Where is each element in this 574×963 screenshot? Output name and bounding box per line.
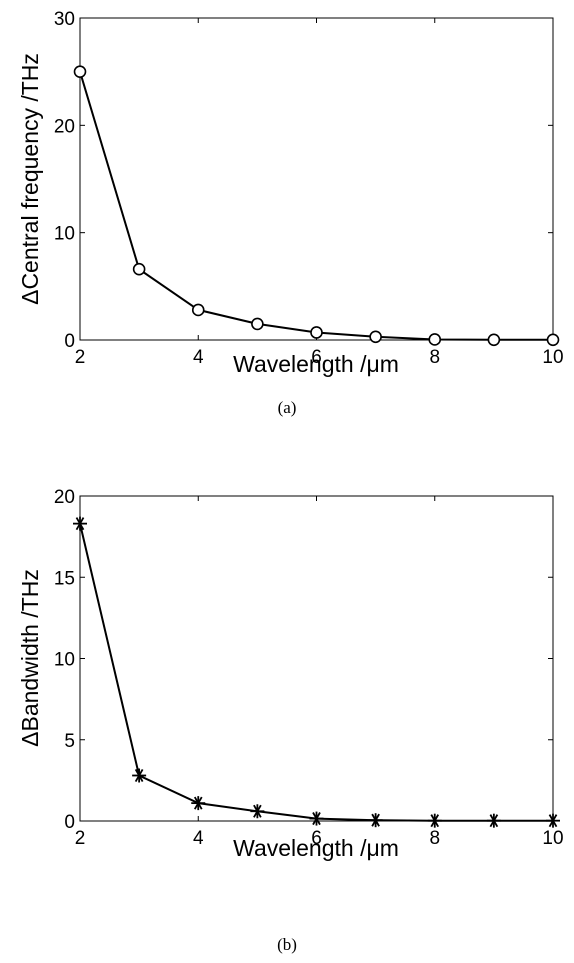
data-point xyxy=(132,768,147,783)
data-point xyxy=(546,333,560,347)
x-tick-label: 4 xyxy=(193,347,204,368)
chart-a: 0 10 20 30 2 4 6 8 10 Wavelength /μm ΔCentral f… xyxy=(17,9,564,417)
x-tick-label: 2 xyxy=(75,347,86,368)
chart-b-y-ticks: 0 5 10 15 20 xyxy=(54,487,553,833)
x-tick-label: 2 xyxy=(75,828,86,849)
y-tick-label: 10 xyxy=(54,650,75,671)
chart-b-caption: (b) xyxy=(277,935,297,954)
chart-b-y-axis-label: ΔBandwidth /THz xyxy=(17,569,43,747)
chart-a-y-axis-label: ΔCentral frequency /THz xyxy=(17,53,43,305)
data-point xyxy=(310,326,323,339)
y-tick-label: 5 xyxy=(64,731,75,752)
data-point xyxy=(191,796,206,811)
y-tick-label: 10 xyxy=(54,224,75,245)
data-point xyxy=(251,317,264,331)
x-tick-label: 6 xyxy=(311,347,322,368)
data-point xyxy=(487,333,501,347)
chart-a-x-axis-label: Wavelength /μm xyxy=(233,351,399,377)
chart-a-markers xyxy=(73,65,560,347)
chart-b-series-line xyxy=(79,523,553,822)
x-tick-label: 6 xyxy=(311,828,322,849)
x-tick-label: 4 xyxy=(193,828,204,849)
y-tick-label: 15 xyxy=(54,568,75,589)
chart-b-x-axis-label: Wavelength /μm xyxy=(233,835,399,861)
data-point xyxy=(73,65,87,78)
y-tick-label: 0 xyxy=(64,812,75,833)
chart-a-x-ticks: 2 4 6 8 10 xyxy=(75,18,564,368)
data-point xyxy=(486,813,501,828)
chart-a-plot-frame xyxy=(79,17,554,341)
chart-b: 0 5 10 15 20 2 4 6 8 10 Wavelength /μm ΔBandwidt… xyxy=(17,487,564,954)
x-tick-label: 10 xyxy=(542,828,563,849)
data-point xyxy=(191,303,205,317)
y-tick-label: 20 xyxy=(54,487,75,508)
data-point xyxy=(428,333,442,346)
data-point xyxy=(546,813,560,828)
data-point xyxy=(73,516,87,531)
chart-b-plot-frame xyxy=(79,495,554,822)
data-point xyxy=(369,330,382,344)
chart-a-series-line xyxy=(79,71,553,341)
x-tick-label: 8 xyxy=(429,828,440,849)
chart-a-caption: (a) xyxy=(278,398,297,417)
chart-b-markers xyxy=(73,516,560,828)
data-point xyxy=(427,813,442,828)
y-tick-label: 0 xyxy=(64,331,75,352)
y-tick-label: 30 xyxy=(54,9,75,30)
chart-a-y-ticks: 0 10 20 30 xyxy=(54,9,553,352)
x-tick-label: 8 xyxy=(429,347,440,368)
data-point xyxy=(250,804,265,819)
data-point xyxy=(368,813,383,828)
data-point xyxy=(132,262,146,276)
y-tick-label: 20 xyxy=(54,116,75,137)
data-point xyxy=(309,811,324,826)
chart-b-x-ticks: 2 4 6 8 10 xyxy=(75,496,564,849)
x-tick-label: 10 xyxy=(542,347,563,368)
